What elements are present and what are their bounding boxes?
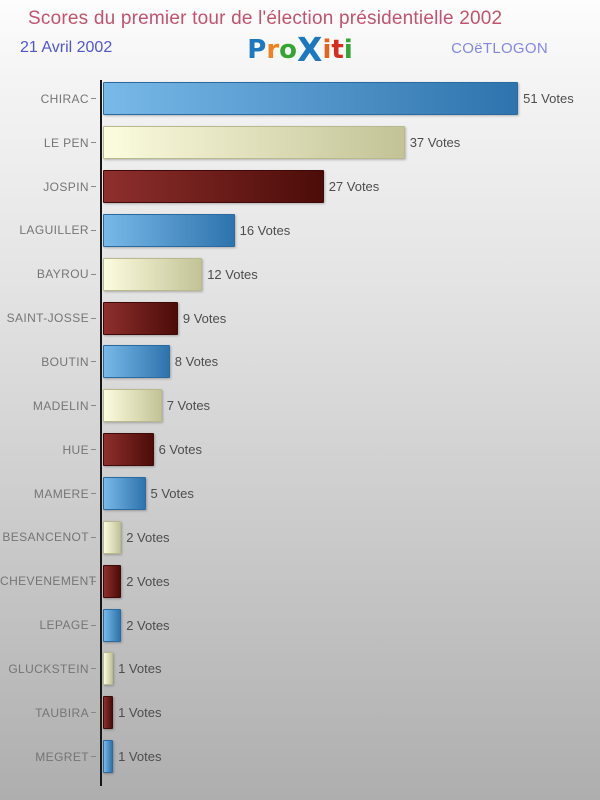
tick-mark [91,229,96,231]
category-label: LAGUILLER [19,223,89,238]
chart-row: CHIRAC 51 Votes [0,77,600,121]
chart-row: LE PEN 37 Votes [0,121,600,165]
logo-letter: P [247,35,267,65]
logo-letter: i [322,35,332,65]
bar [103,652,114,686]
value-label: 27 Votes [328,179,380,195]
bar [103,126,405,160]
chart-row: HUE 6 Votes [0,428,600,472]
chart-row: BAYROU 12 Votes [0,252,600,296]
logo-letter: r [266,35,280,65]
value-label: 1 Votes [118,705,162,721]
value-label: 1 Votes [118,661,162,677]
category-label: JOSPIN [43,179,89,194]
value-label: 2 Votes [126,617,170,633]
tick-mark [91,580,96,582]
category-label: MADELIN [32,398,89,413]
date-label: 21 Avril 2002 [20,39,113,56]
tick-mark [91,449,96,451]
tick-mark [91,273,96,275]
chart-row: MADELIN 7 Votes [0,384,600,428]
tick-mark [91,536,96,538]
bar [103,564,122,598]
tick-mark [91,186,96,188]
bar [103,213,235,247]
category-label: GLUCKSTEIN [8,661,89,676]
category-label: BAYROU [36,267,89,282]
chart-row: GLUCKSTEIN 1 Votes [0,647,600,691]
value-label: 16 Votes [239,222,291,238]
tick-mark [91,668,96,670]
value-label: 51 Votes [523,91,574,107]
category-label: MEGRET [35,749,89,764]
page-title: Scores du premier tour de l'élection pré… [28,8,503,29]
value-label: 1 Votes [118,749,162,765]
category-label: CHIRAC [40,91,89,106]
tick-mark [91,98,96,100]
logo-letter: X [297,30,323,69]
bar [103,170,324,204]
value-label: 8 Votes [174,354,219,370]
category-label: LE PEN [43,135,89,150]
chart-row: BOUTIN 8 Votes [0,340,600,384]
bar [103,82,519,116]
bar [103,433,154,467]
tick-mark [91,624,96,626]
tick-mark [91,756,96,758]
logo-letter: o [279,35,298,65]
tick-mark [91,712,96,714]
bar [103,257,203,291]
value-label: 12 Votes [207,266,258,282]
chart-row: MAMERE 5 Votes [0,472,600,516]
bar [103,301,178,335]
category-label: BOUTIN [41,354,89,369]
bar [103,520,122,554]
proxiti-logo: ProXiti [247,33,353,66]
chart-row: TAUBIRA 1 Votes [0,691,600,735]
chart-row: CHEVENEMENT 2 Votes [0,559,600,603]
bar-chart: CHIRAC 51 Votes LE PEN 37 Votes JOSPIN 27 Vot… [0,77,600,779]
tick-mark [91,317,96,319]
value-label: 2 Votes [126,529,170,545]
bar [103,740,114,774]
y-axis-line [100,80,102,786]
tick-mark [91,405,96,407]
chart-row: BESANCENOT 2 Votes [0,515,600,559]
tick-mark [91,361,96,363]
logo-letter: i [343,35,353,65]
category-label: LEPAGE [39,618,89,633]
category-label: MAMERE [33,486,89,501]
bar [103,696,114,730]
value-label: 7 Votes [166,398,211,414]
bar [103,345,170,379]
org-label: COëTLOGON [451,40,548,57]
logo-letter: t [331,35,344,65]
bar [103,608,122,642]
bar [103,389,162,423]
value-label: 9 Votes [182,310,227,326]
chart-row: MEGRET 1 Votes [0,735,600,779]
category-label: BESANCENOT [2,530,89,545]
category-label: HUE [62,442,89,457]
category-label: TAUBIRA [35,705,89,720]
chart-row: SAINT-JOSSE 9 Votes [0,296,600,340]
bar [103,477,146,511]
value-label: 5 Votes [150,486,194,502]
value-label: 6 Votes [158,442,202,458]
tick-mark [91,142,96,144]
chart-row: LEPAGE 2 Votes [0,603,600,647]
value-label: 37 Votes [409,135,461,151]
category-label: CHEVENEMENT [0,574,97,589]
chart-row: LAGUILLER 16 Votes [0,209,600,253]
chart-row: JOSPIN 27 Votes [0,165,600,209]
tick-mark [91,493,96,495]
value-label: 2 Votes [126,573,170,589]
category-label: SAINT-JOSSE [6,311,89,326]
